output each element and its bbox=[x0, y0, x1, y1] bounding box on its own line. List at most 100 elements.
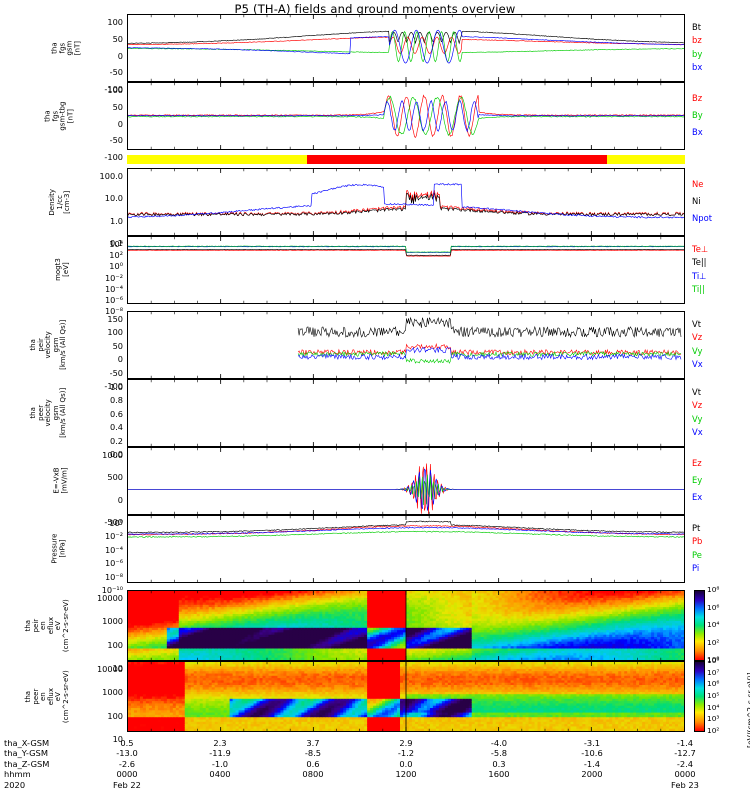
xaxis-tick-3-5: 2000 bbox=[581, 769, 603, 780]
legend-efield-Ex: Ex bbox=[692, 492, 703, 502]
legend-fgs-gsm-bx: bx bbox=[692, 62, 703, 73]
xaxis-tick-0-1: 2.3 bbox=[213, 738, 227, 748]
ytick-wrap: 100 bbox=[0, 10, 123, 29]
ytick-label: 0.1 bbox=[109, 238, 123, 248]
ytick-label: 1000 bbox=[102, 616, 123, 627]
xaxis-tick-0-0: 0.5 bbox=[120, 738, 134, 748]
xaxis-tick-2-0: -2.6 bbox=[118, 758, 136, 769]
ytick-wrap: 10⁰ bbox=[0, 511, 123, 530]
ytick-label: 100 bbox=[107, 85, 123, 95]
legend-peer-velocity-Vy: Vy bbox=[692, 413, 703, 424]
ytick-label: 10⁻² bbox=[104, 272, 123, 283]
colorbar-gradient bbox=[695, 662, 704, 731]
xaxis-tick-3-1: 0400 bbox=[209, 769, 231, 780]
legend-density-Npot: Npot bbox=[692, 213, 712, 223]
ylabel-line: [nT] bbox=[73, 40, 82, 56]
xaxis-tick-3-2: 0800 bbox=[302, 769, 324, 780]
ylabel-line: [nPa] bbox=[58, 539, 67, 559]
ytick-wrap: 10⁻⁶ bbox=[0, 288, 123, 307]
ytick-wrap: 10 bbox=[0, 656, 123, 675]
xaxis-tick-3-3: 1200 bbox=[395, 769, 417, 780]
ytick-wrap: 10⁻¹⁰ bbox=[0, 578, 123, 597]
ylabel-pressure: Pressure [nPa] bbox=[0, 515, 74, 583]
legend-peer-velocity-Vz: Vz bbox=[692, 400, 703, 411]
ytick-label: 10 bbox=[112, 734, 123, 744]
ytick-label: 50 bbox=[112, 33, 123, 44]
ytick-wrap: 10⁻⁸ bbox=[0, 299, 123, 318]
xaxis-tick-2-1: -1.0 bbox=[211, 758, 229, 769]
ylabel-text: tha fgs gsm [nT] bbox=[50, 40, 82, 56]
ytick-label: 1000 bbox=[102, 687, 123, 698]
legend-fgs-gsm-tbg-Bx: Bx bbox=[692, 127, 703, 137]
legend-density-Ne: Ne bbox=[692, 179, 704, 189]
ytick-wrap: 0.4 bbox=[0, 415, 123, 434]
ytick-label: 500 bbox=[107, 472, 123, 483]
legend-mogt3-Te: Te|| bbox=[692, 257, 707, 268]
ytick-label: -50 bbox=[109, 67, 123, 78]
ytick-wrap: -100 bbox=[0, 77, 123, 96]
ytick-wrap: 10⁻⁴ bbox=[0, 538, 123, 557]
ylabel-text: tha peer en eflux eV (cm^2-s-sr-eV) bbox=[24, 670, 70, 723]
ytick-label: 0.4 bbox=[109, 422, 123, 433]
ytick-label: 0 bbox=[117, 354, 123, 365]
ytick-wrap: 0.2 bbox=[0, 429, 123, 448]
ylabel-text: tha peir en eflux eV (cm^2-s-sr-eV) bbox=[24, 599, 70, 652]
legend-pressure-Pt: Pt bbox=[692, 522, 701, 533]
colorbar-tick-0-1: 10⁶ bbox=[707, 602, 720, 612]
xaxis-row-label-0: tha_X-GSM bbox=[4, 738, 50, 748]
xaxis-tick-1-3: -1.2 bbox=[397, 748, 415, 759]
ylabel-peir-en-eflux: tha peir en eflux eV (cm^2-s-sr-eV) bbox=[0, 590, 74, 661]
ytick-label: 10⁻⁸ bbox=[104, 306, 123, 316]
legend-density-Ni: Ni bbox=[692, 196, 701, 206]
legend-mogt3-Ti: Ti⊥ bbox=[692, 270, 707, 281]
xaxis-tick-2-4: 0.3 bbox=[492, 758, 506, 769]
xaxis-tick-1-0: -13.0 bbox=[116, 748, 138, 759]
ytick-label: 10⁻⁴ bbox=[104, 544, 123, 555]
xaxis-tick-4-0: Feb 22 bbox=[113, 779, 141, 790]
legend-peer-velocity-Vt: Vt bbox=[692, 386, 702, 397]
panel-peer-en-eflux bbox=[127, 661, 685, 732]
colorbar-cbar-peer bbox=[694, 661, 705, 732]
ytick-wrap: 10⁻⁴ bbox=[0, 277, 123, 296]
xaxis-tick-1-2: -8.5 bbox=[304, 748, 322, 759]
ytick-wrap: 10⁻⁶ bbox=[0, 551, 123, 570]
ytick-label: -100 bbox=[104, 381, 123, 391]
legend-peir-velocity-Vx: Vx bbox=[692, 359, 703, 370]
ytick-label: 1.0 bbox=[109, 215, 123, 226]
ytick-wrap: 0 bbox=[0, 488, 123, 507]
ytick-label: 10⁻² bbox=[104, 531, 123, 542]
ytick-wrap: 100 bbox=[0, 704, 123, 723]
legend-fgs-gsm-by: by bbox=[692, 48, 703, 59]
ytick-wrap: 0.8 bbox=[0, 388, 123, 407]
ytick-label: 1000 bbox=[102, 450, 123, 460]
ytick-label: 50 bbox=[112, 340, 123, 351]
colorbar-tick-1-1: 10⁷ bbox=[707, 667, 720, 677]
xaxis-row-label-1: tha_Y-GSM bbox=[4, 748, 48, 759]
ytick-wrap: 1.0 bbox=[0, 375, 123, 394]
xaxis-tick-2-6: -2.4 bbox=[676, 758, 694, 769]
ytick-label: 10² bbox=[109, 250, 123, 261]
ytick-label: -500 bbox=[104, 517, 123, 527]
ytick-wrap: 10.0 bbox=[0, 186, 123, 205]
colorbar-tick-0-3: 10² bbox=[707, 637, 720, 647]
ytick-wrap: 0 bbox=[0, 347, 123, 366]
xaxis-tick-0-5: -3.1 bbox=[583, 738, 601, 748]
ytick-wrap: 10⁻⁸ bbox=[0, 565, 123, 584]
xaxis-tick-1-1: -11.9 bbox=[209, 748, 231, 759]
ytick-wrap: 0 bbox=[0, 44, 123, 63]
ytick-wrap: 50 bbox=[0, 95, 123, 114]
ytick-label: 10⁰ bbox=[109, 261, 123, 272]
ylabel-peer-en-eflux: tha peer en eflux eV (cm^2-s-sr-eV) bbox=[0, 661, 74, 732]
ylabel-efield: E=-VxB [mV/m] bbox=[0, 447, 74, 515]
ytick-label: 0.0 bbox=[109, 449, 123, 459]
ytick-label: 0.8 bbox=[109, 395, 123, 406]
ytick-wrap: 150 bbox=[0, 307, 123, 326]
legend-pressure-Pb: Pb bbox=[692, 536, 703, 547]
panel-fgs-gsm-tbg bbox=[127, 82, 685, 150]
ytick-label: 1.0 bbox=[109, 382, 123, 392]
ylabel-fgs-gsm-tbg: tha fgs gsm-tbg [nT] bbox=[0, 82, 74, 150]
ylabel-line: [nT] bbox=[66, 108, 75, 124]
xaxis-tick-3-4: 1600 bbox=[488, 769, 510, 780]
ytick-label: 0.6 bbox=[109, 408, 123, 419]
ytick-label: 0 bbox=[117, 494, 123, 505]
